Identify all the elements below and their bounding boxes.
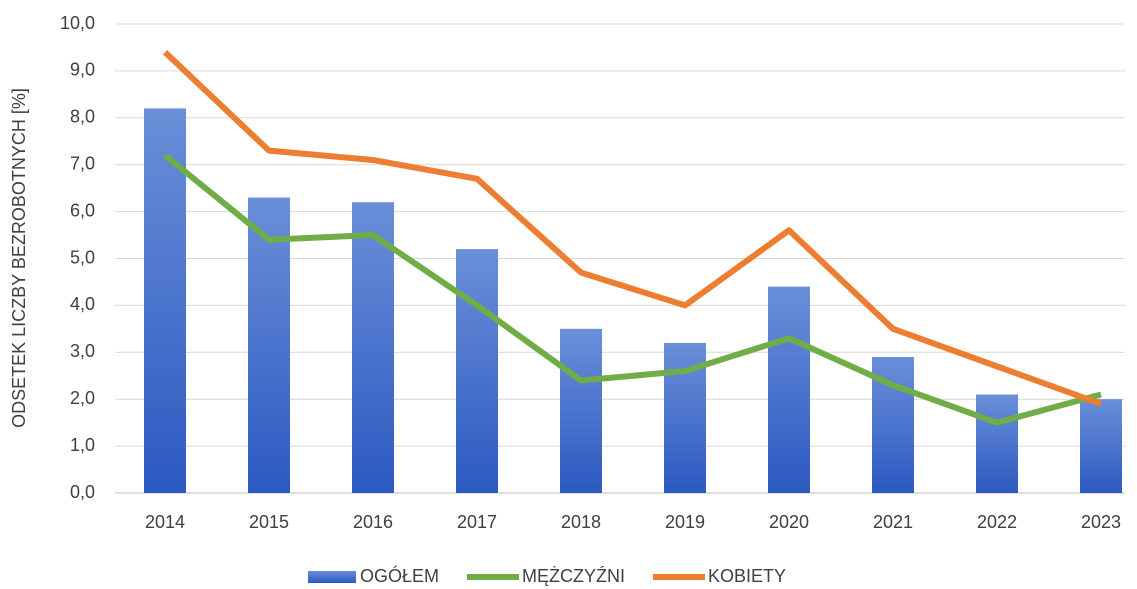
x-tick-label: 2019 [665, 512, 705, 532]
bar [560, 328, 602, 493]
legend-label: KOBIETY [708, 566, 786, 586]
y-tick-label: 4,0 [70, 294, 95, 314]
x-tick-label: 2017 [457, 512, 497, 532]
y-tick-label: 5,0 [70, 247, 95, 267]
legend-label: MĘŻCZYŹNI [522, 566, 625, 586]
y-tick-label: 10,0 [60, 13, 95, 33]
x-tick-label: 2023 [1081, 512, 1121, 532]
x-tick-label: 2016 [353, 512, 393, 532]
y-tick-label: 8,0 [70, 107, 95, 127]
bar [768, 286, 810, 493]
legend-swatch [308, 571, 356, 583]
line [162, 49, 1103, 407]
y-tick-label: 7,0 [70, 153, 95, 173]
x-tick-label: 2014 [145, 512, 185, 532]
bar [456, 249, 498, 493]
x-tick-label: 2018 [561, 512, 601, 532]
line [163, 152, 1102, 426]
y-tick-label: 2,0 [70, 388, 95, 408]
bar [248, 197, 290, 493]
y-tick-label: 3,0 [70, 341, 95, 361]
y-axis-label: ODSETEK LICZBY BEZROBOTNYCH [%] [9, 88, 29, 428]
x-tick-label: 2022 [977, 512, 1017, 532]
legend-label: OGÓŁEM [360, 565, 439, 586]
x-tick-label: 2020 [769, 512, 809, 532]
bar [352, 202, 394, 493]
bar [144, 108, 186, 494]
x-tick-label: 2015 [249, 512, 289, 532]
y-tick-label: 6,0 [70, 200, 95, 220]
y-tick-label: 9,0 [70, 60, 95, 80]
bar [976, 394, 1018, 493]
y-tick-label: 0,0 [70, 482, 95, 502]
x-tick-label: 2021 [873, 512, 913, 532]
bar [1080, 399, 1122, 493]
y-tick-label: 1,0 [70, 435, 95, 455]
